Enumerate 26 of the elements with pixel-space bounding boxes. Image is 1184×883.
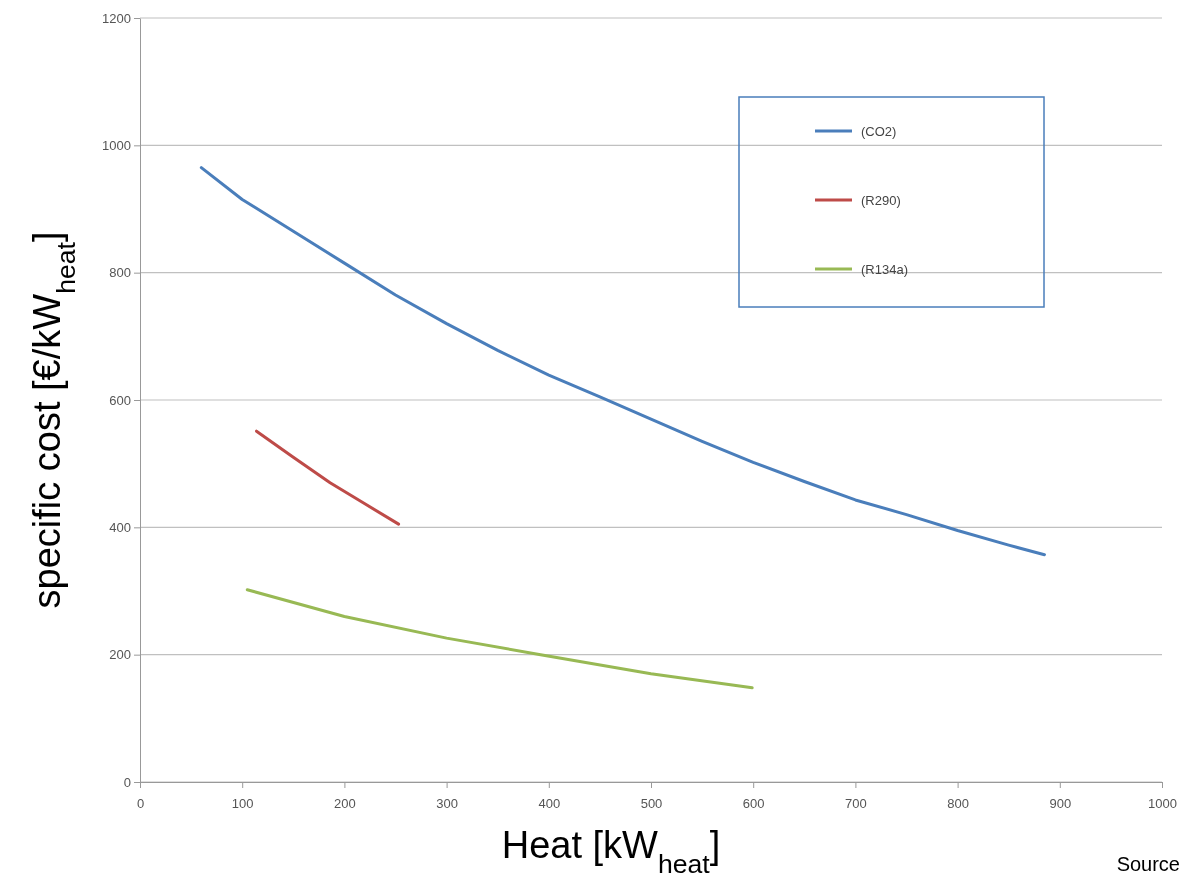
x-tick-label: 100 [231,795,254,811]
x-tick-label: 700 [845,795,867,811]
y-tick-label: 600 [109,392,131,408]
x-tick-label: 300 [436,795,458,811]
x-tick-label: 500 [640,795,663,811]
x-tick-label: 400 [538,795,561,811]
legend-label: (R290) [861,193,901,208]
x-tick-label: 600 [742,795,765,811]
y-tick-label: 200 [109,647,131,663]
y-tick-label: 1000 [102,137,131,153]
x-tick-label: 200 [334,795,356,811]
line-series [245,588,754,690]
y-tick-label: 0 [123,774,131,790]
text: Source [1116,853,1180,875]
x-axis-title: Heat [kW$_{heat}$] [501,824,721,879]
y-tick-label: 1200 [102,10,131,26]
x-tick-label: 0 [136,795,145,811]
x-tick-label: 1000 [1148,795,1177,811]
legend-label: (CO2) [861,124,897,139]
x-tick-label: 800 [947,795,969,811]
line-series [199,166,1046,557]
legend-label: (R134a) [861,262,908,277]
y-tick-label: 400 [109,519,131,535]
x-tick-label: 900 [1049,795,1072,811]
line-series [255,429,401,526]
y-tick-label: 800 [109,265,131,281]
